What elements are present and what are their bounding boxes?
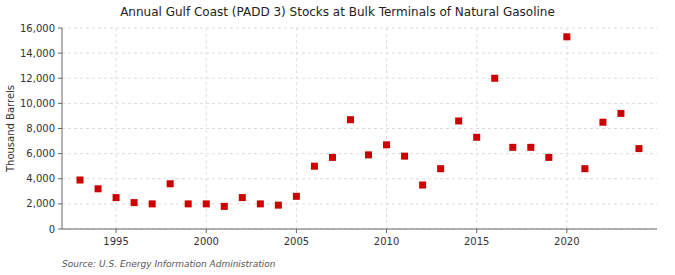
y-grid-line (62, 128, 657, 129)
x-grid-line (566, 28, 567, 229)
axes: 0 2,000 4,000 6,000 8,000 10,000 12,000 14,000 1… (20, 23, 657, 248)
x-tick-label: 2005 (284, 236, 309, 247)
point (221, 203, 228, 210)
y-grid-line (62, 178, 657, 179)
point (257, 200, 264, 207)
title: Annual Gulf Coast (PADD 3) Stocks at Bul… (120, 5, 555, 19)
y-axis-label: Thousand Barrels (5, 85, 16, 173)
y-tick-label: 10,000 (20, 98, 55, 109)
y-tick (58, 103, 62, 104)
y-axis-line (62, 28, 63, 229)
y-tick (58, 178, 62, 179)
point (491, 75, 498, 82)
point (545, 154, 552, 161)
x-tick-label: 2015 (464, 236, 489, 247)
source-note: Source: U.S. Energy Information Administ… (62, 259, 276, 269)
grid (62, 28, 657, 229)
point (203, 200, 210, 207)
point (401, 153, 408, 160)
x-grid-line (206, 28, 207, 229)
y-tick-label: 14,000 (20, 48, 55, 59)
x-tick (386, 229, 387, 233)
point (419, 182, 426, 189)
point (167, 180, 174, 187)
point (311, 163, 318, 170)
x-tick (116, 229, 117, 233)
x-axis-line (62, 229, 657, 230)
point (275, 202, 282, 209)
y-tick (58, 28, 62, 29)
x-tick (206, 229, 207, 233)
y-tick (58, 128, 62, 129)
point (131, 199, 138, 206)
x-tick-label: 1995 (103, 236, 128, 247)
point (329, 154, 336, 161)
point (455, 117, 462, 124)
point (149, 200, 156, 207)
point (599, 119, 606, 126)
y-tick-label: 6,000 (26, 148, 55, 159)
y-tick (58, 153, 62, 154)
chart-container: Annual Gulf Coast (PADD 3) Stocks at Bul… (0, 0, 675, 275)
point (185, 200, 192, 207)
y-grid-line (62, 53, 657, 54)
y-grid-line (62, 229, 657, 230)
y-tick-label: 2,000 (26, 198, 55, 209)
y-tick (58, 78, 62, 79)
point (437, 165, 444, 172)
point (95, 185, 102, 192)
x-tick-label: 2010 (374, 236, 399, 247)
y-tick-label: 16,000 (20, 23, 55, 34)
y-grid-line (62, 28, 657, 29)
point (473, 134, 480, 141)
point (527, 144, 534, 151)
y-grid-line (62, 78, 657, 79)
point (617, 110, 624, 117)
x-tick-label: 2020 (554, 236, 579, 247)
y-grid-line (62, 103, 657, 104)
y-tick-label: 0 (49, 224, 55, 235)
point (635, 145, 642, 152)
point (293, 193, 300, 200)
points (77, 33, 643, 210)
y-tick (58, 53, 62, 54)
x-tick (476, 229, 477, 233)
y-tick-label: 8,000 (26, 123, 55, 134)
y-tick-label: 4,000 (26, 173, 55, 184)
y-tick (58, 203, 62, 204)
point (77, 177, 84, 184)
x-tick (566, 229, 567, 233)
y-grid-line (62, 153, 657, 154)
point (509, 144, 516, 151)
point (365, 151, 372, 158)
x-grid-line (386, 28, 387, 229)
chart-svg: Annual Gulf Coast (PADD 3) Stocks at Bul… (0, 0, 675, 275)
point (581, 165, 588, 172)
point (563, 33, 570, 40)
x-grid-line (476, 28, 477, 229)
y-tick-label: 12,000 (20, 73, 55, 84)
x-tick (296, 229, 297, 233)
point (113, 194, 120, 201)
point (347, 116, 354, 123)
x-tick-label: 2000 (194, 236, 219, 247)
y-tick (58, 229, 62, 230)
point (383, 141, 390, 148)
point (239, 194, 246, 201)
